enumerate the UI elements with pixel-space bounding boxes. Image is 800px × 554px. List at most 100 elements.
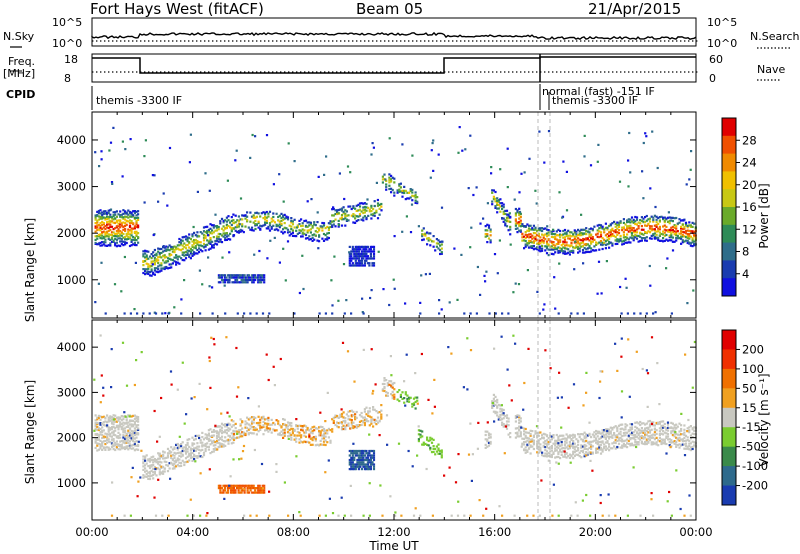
data-cell bbox=[527, 233, 531, 236]
data-cell bbox=[132, 222, 135, 225]
data-cell bbox=[249, 156, 252, 159]
data-cell bbox=[124, 212, 127, 215]
data-cell bbox=[120, 234, 123, 237]
data-cell bbox=[248, 491, 251, 494]
data-cell bbox=[590, 233, 593, 236]
data-cell bbox=[235, 395, 239, 398]
data-cell bbox=[176, 457, 179, 460]
data-cell bbox=[614, 439, 617, 442]
data-cell bbox=[676, 234, 679, 238]
data-cell bbox=[97, 428, 100, 432]
data-cell bbox=[363, 424, 366, 427]
data-cell bbox=[417, 429, 420, 432]
data-cell bbox=[369, 454, 372, 457]
data-cell bbox=[194, 438, 197, 441]
data-cell bbox=[380, 404, 383, 407]
data-cell bbox=[514, 218, 517, 221]
data-cell bbox=[178, 237, 181, 241]
data-cell bbox=[198, 235, 201, 238]
data-cell bbox=[419, 429, 422, 432]
data-cell bbox=[550, 245, 553, 248]
data-cell bbox=[658, 219, 661, 222]
data-cell bbox=[119, 220, 122, 223]
data-cell bbox=[671, 236, 674, 239]
data-cell bbox=[595, 451, 598, 454]
data-cell bbox=[645, 422, 648, 425]
data-cell bbox=[372, 248, 376, 251]
data-cell bbox=[331, 430, 334, 433]
data-cell bbox=[342, 427, 345, 431]
data-cell bbox=[367, 410, 370, 413]
data-cell bbox=[632, 444, 635, 447]
data-cell bbox=[372, 463, 376, 466]
data-cell bbox=[568, 447, 571, 450]
data-cell bbox=[173, 251, 176, 254]
data-cell bbox=[334, 218, 337, 221]
data-cell bbox=[355, 424, 358, 427]
data-cell bbox=[662, 233, 665, 236]
data-cell bbox=[283, 418, 286, 421]
data-cell bbox=[467, 453, 471, 456]
data-cell bbox=[356, 252, 359, 255]
data-cell bbox=[280, 224, 283, 227]
data-cell bbox=[568, 250, 571, 253]
data-cell bbox=[562, 252, 565, 255]
data-cell bbox=[169, 477, 172, 480]
data-cell bbox=[246, 487, 249, 490]
data-cell bbox=[362, 419, 365, 422]
data-cell bbox=[621, 243, 624, 246]
data-cell bbox=[611, 442, 614, 445]
data-cell bbox=[368, 452, 371, 455]
data-cell bbox=[568, 231, 571, 234]
data-cell bbox=[97, 436, 100, 439]
data-cell bbox=[232, 458, 235, 461]
data-cell bbox=[655, 236, 658, 239]
data-cell bbox=[162, 472, 165, 475]
data-cell bbox=[157, 268, 160, 271]
data-cell bbox=[265, 134, 269, 137]
data-cell bbox=[249, 220, 252, 223]
data-cell bbox=[286, 421, 290, 424]
data-cell bbox=[104, 435, 107, 438]
data-cell bbox=[220, 443, 224, 446]
data-cell bbox=[359, 248, 362, 251]
data-cell bbox=[257, 487, 260, 490]
data-cell bbox=[123, 255, 126, 259]
data-cell bbox=[665, 432, 668, 435]
data-cell bbox=[622, 445, 625, 448]
data-cell bbox=[686, 439, 689, 442]
data-cell bbox=[621, 229, 624, 232]
data-cell bbox=[365, 465, 368, 468]
data-cell bbox=[366, 468, 369, 471]
data-cell bbox=[275, 463, 278, 466]
data-cell bbox=[360, 245, 363, 248]
data-cell bbox=[337, 422, 340, 425]
data-cell bbox=[622, 218, 625, 221]
data-cell bbox=[663, 228, 666, 231]
data-cell bbox=[502, 212, 505, 216]
data-cell bbox=[114, 427, 117, 430]
data-cell bbox=[676, 433, 679, 436]
data-cell bbox=[285, 216, 288, 220]
data-cell bbox=[254, 274, 257, 277]
data-cell bbox=[404, 404, 407, 407]
data-cell bbox=[122, 429, 125, 432]
data-cell bbox=[590, 451, 593, 454]
data-cell bbox=[536, 451, 539, 454]
data-cell bbox=[291, 234, 294, 237]
data-cell bbox=[585, 237, 588, 240]
data-cell bbox=[385, 183, 388, 186]
data-cell bbox=[686, 224, 689, 227]
data-cell bbox=[264, 218, 267, 221]
data-cell bbox=[152, 233, 155, 237]
data-cell bbox=[536, 431, 539, 434]
data-cell bbox=[550, 438, 553, 441]
data-cell bbox=[489, 234, 492, 237]
data-cell bbox=[130, 476, 133, 479]
data-cell bbox=[529, 433, 532, 436]
data-cell bbox=[170, 454, 173, 457]
data-cell bbox=[198, 452, 201, 455]
data-cell bbox=[381, 175, 384, 178]
data-cell bbox=[261, 276, 264, 279]
